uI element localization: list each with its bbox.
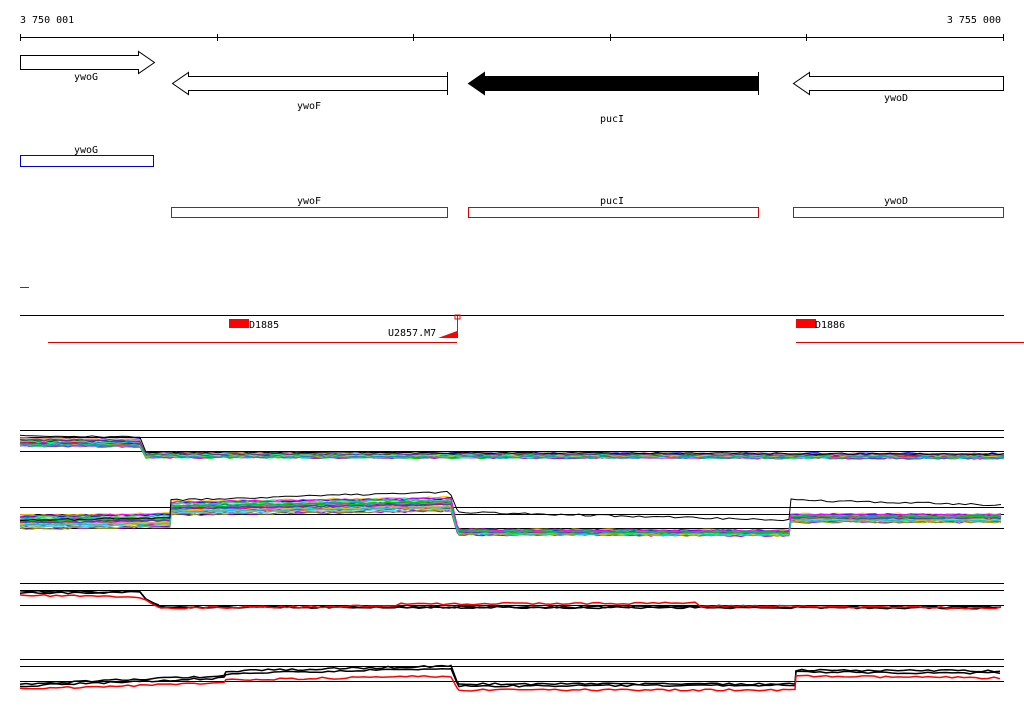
annotation-box-ywoD[interactable] — [793, 207, 1004, 218]
expression-trace — [19, 490, 1002, 522]
feature-label-D1885: D1885 — [249, 320, 279, 331]
panel-3-traces — [19, 589, 1002, 610]
annotation-box-ywoG[interactable] — [20, 155, 154, 167]
annotation-box-pucI[interactable] — [468, 207, 759, 218]
annotation-label-ywoG: ywoG — [74, 145, 98, 156]
ruler-start-label: 3 750 001 — [20, 15, 74, 26]
expression-trace — [19, 664, 1001, 686]
expression-trace — [19, 509, 1002, 537]
expression-panel-1 — [19, 430, 1005, 460]
gene-label-ywoF: ywoF — [297, 101, 321, 112]
coordinate-ruler: 3 750 001 3 755 000 — [20, 15, 1004, 41]
gene-arrow-pucI[interactable] — [467, 71, 759, 96]
annotation-track: ywoG ywoF pucI ywoD — [20, 145, 1004, 218]
gene-arrow-ywoF[interactable] — [171, 71, 448, 96]
terminator-hairpin-icon — [454, 314, 461, 320]
expression-trace — [19, 593, 1002, 610]
annotation-label-pucI: pucI — [600, 196, 624, 207]
feature-label-D1886: D1886 — [815, 320, 845, 331]
gene-arrow-ywoG[interactable] — [20, 50, 156, 75]
panel-1-traces — [19, 434, 1005, 460]
expression-trace — [19, 500, 1001, 534]
expression-panel-3 — [19, 583, 1004, 610]
ruler-end-label: 3 755 000 — [947, 15, 1001, 26]
expression-trace — [19, 437, 1005, 456]
terminator-triangle[interactable] — [438, 331, 457, 338]
gene-arrow-ywoD[interactable] — [792, 71, 1004, 96]
annotation-box-ywoF[interactable] — [171, 207, 448, 218]
expression-trace — [19, 506, 1002, 536]
panel-4-traces — [19, 664, 1001, 692]
feature-track: D1885 D1886 U2857.M7 — [20, 314, 1024, 343]
feature-block-D1885[interactable] — [229, 319, 249, 328]
panel-2-traces — [19, 490, 1002, 538]
expression-trace — [19, 501, 1002, 534]
ruler-ticks — [20, 34, 1004, 41]
gene-label-pucI: pucI — [600, 114, 624, 125]
expression-trace — [19, 437, 1005, 456]
expression-trace — [19, 442, 1005, 459]
expression-trace — [19, 667, 1001, 688]
expression-trace — [19, 434, 1005, 456]
expression-panel-2 — [19, 490, 1004, 538]
annotation-label-ywoD: ywoD — [884, 196, 908, 207]
terminator-label: U2857.M7 — [388, 328, 436, 339]
gene-label-ywoG: ywoG — [74, 72, 98, 83]
expression-trace — [19, 497, 1002, 532]
annotation-label-ywoF: ywoF — [297, 196, 321, 207]
gene-label-ywoD: ywoD — [884, 93, 908, 104]
expression-trace — [19, 674, 1001, 692]
feature-block-D1886[interactable] — [796, 319, 816, 328]
gene-track: ywoG ywoF pucI ywoD — [20, 50, 1004, 125]
expression-trace — [19, 442, 1005, 459]
expression-panel-4 — [19, 659, 1004, 692]
